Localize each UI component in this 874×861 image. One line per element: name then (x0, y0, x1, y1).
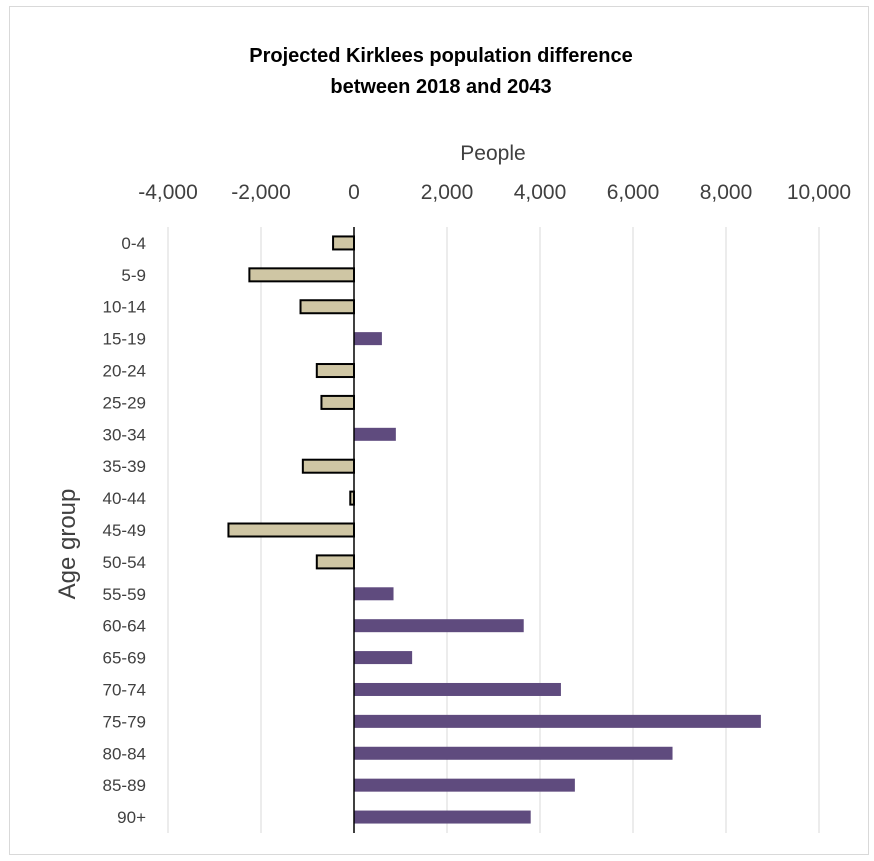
bar-negative (320, 394, 356, 410)
gridlines (167, 227, 820, 833)
category-label: 80-84 (103, 744, 146, 763)
chart-title-line1: Projected Kirklees population difference (249, 45, 632, 67)
category-label: 70-74 (103, 680, 146, 699)
chart-title-line2: between 2018 and 2043 (330, 76, 551, 98)
category-label: 5-9 (121, 266, 146, 285)
bar-positive (354, 651, 413, 665)
bar-negative (299, 299, 355, 315)
x-tick-label: 0 (348, 181, 360, 204)
bar-positive (354, 332, 382, 346)
bar-negative (301, 458, 356, 474)
chart-canvas: Projected Kirklees population difference… (54, 45, 851, 833)
bar-positive (354, 810, 531, 824)
x-tick-label: -4,000 (138, 181, 198, 204)
x-tick-labels: -4,000 -2,000 0 2,000 4,000 6,000 8,000 10,000 (138, 181, 851, 204)
category-label: 35-39 (103, 457, 146, 476)
x-tick-label: 4,000 (514, 181, 567, 204)
bars (227, 235, 761, 824)
category-label: 55-59 (103, 585, 146, 604)
category-label: 30-34 (103, 425, 146, 444)
x-tick-label: 6,000 (607, 181, 660, 204)
category-label: 20-24 (103, 362, 146, 381)
bar-negative (248, 267, 355, 283)
bar-positive (354, 427, 396, 441)
category-label: 50-54 (103, 553, 146, 572)
x-axis-title: People (460, 142, 525, 165)
chart-frame: Projected Kirklees population difference… (9, 6, 869, 855)
category-label: 65-69 (103, 649, 146, 668)
category-label: 15-19 (103, 330, 146, 349)
bar-negative (227, 522, 355, 538)
category-label: 0-4 (121, 234, 146, 253)
x-tick-label: 8,000 (700, 181, 753, 204)
category-label: 10-14 (103, 298, 146, 317)
bar-positive (354, 746, 673, 760)
bar-negative (315, 554, 355, 570)
bar-positive (354, 587, 394, 601)
category-label: 40-44 (103, 489, 146, 508)
category-label: 60-64 (103, 617, 146, 636)
y-axis-title: Age group (54, 489, 81, 600)
bar-negative (332, 235, 356, 251)
bar-negative (315, 363, 355, 379)
x-tick-label: 10,000 (787, 181, 851, 204)
category-labels: 0-4 5-9 10-14 15-19 20-24 25-29 30-34 35-39 40-4… (103, 234, 147, 827)
bar-positive (354, 619, 524, 633)
category-label: 90+ (117, 808, 146, 827)
bar-positive (354, 714, 761, 728)
bar-positive (354, 778, 575, 792)
category-label: 75-79 (103, 712, 146, 731)
category-label: 85-89 (103, 776, 146, 795)
bar-positive (354, 682, 561, 696)
x-tick-label: -2,000 (231, 181, 291, 204)
category-label: 25-29 (103, 393, 146, 412)
category-label: 45-49 (103, 521, 146, 540)
x-tick-label: 2,000 (421, 181, 474, 204)
